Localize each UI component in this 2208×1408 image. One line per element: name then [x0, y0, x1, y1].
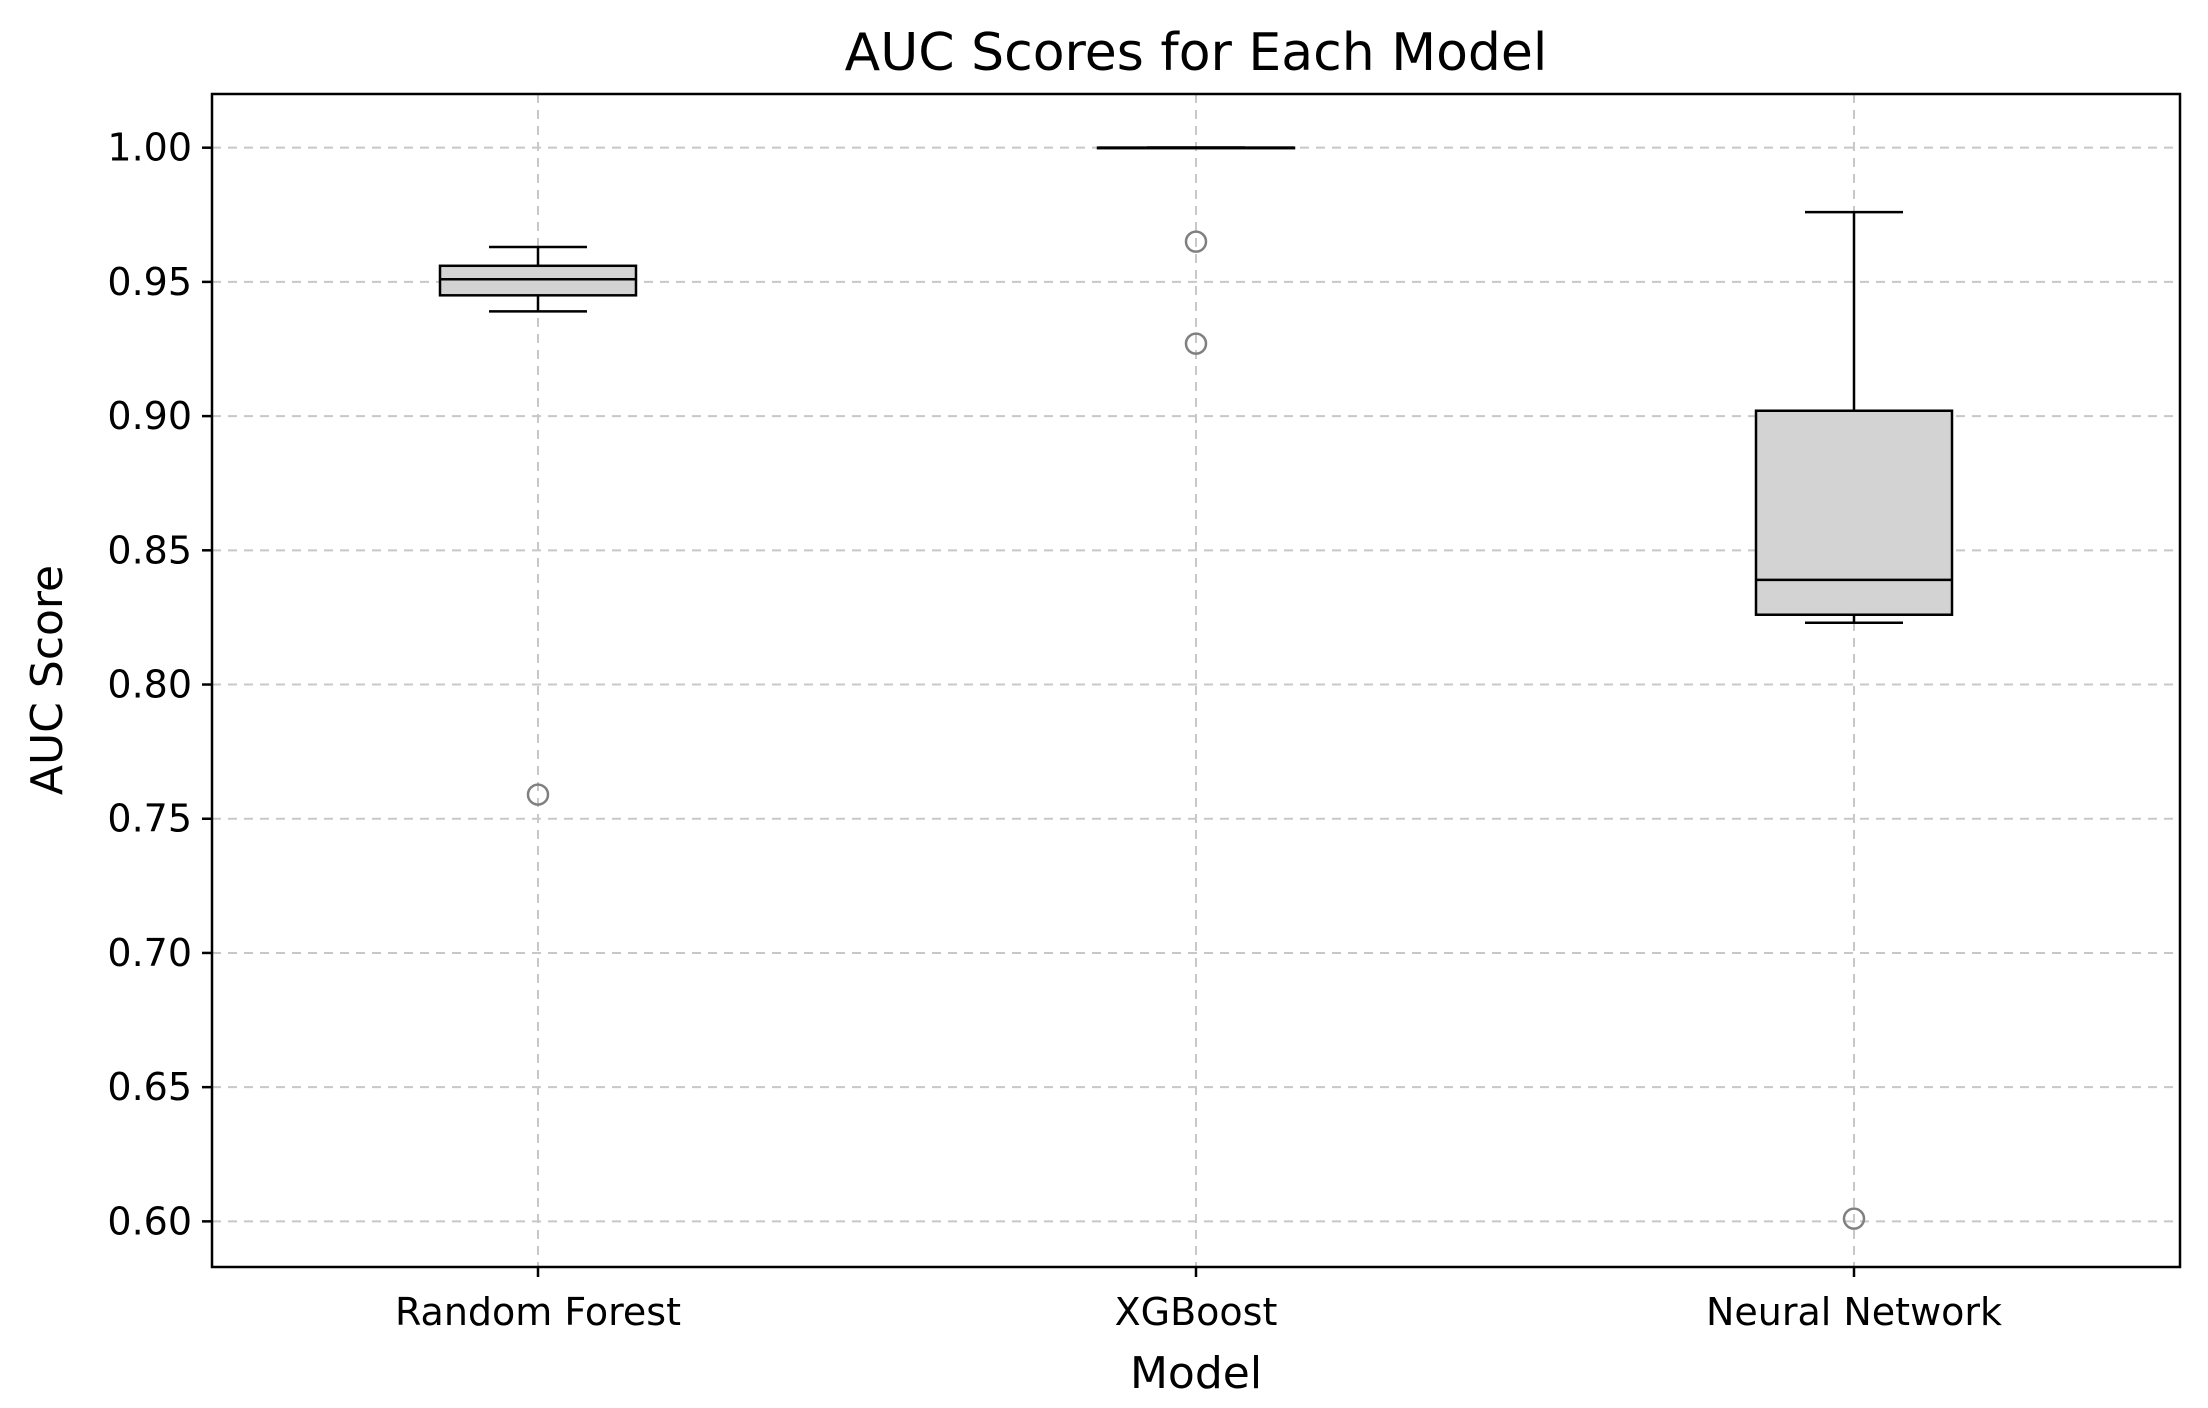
y-tick-label: 0.75	[107, 797, 192, 841]
x-tick-label: Random Forest	[395, 1290, 681, 1334]
x-tick-label: Neural Network	[1706, 1290, 2002, 1334]
outlier-point	[1842, 1207, 1866, 1230]
y-tick-label: 0.65	[107, 1065, 192, 1109]
y-tick-label: 0.85	[107, 528, 192, 572]
outlier-point	[526, 783, 550, 806]
y-tick-label: 0.80	[107, 663, 192, 707]
box-group	[1096, 146, 1296, 355]
box-group	[438, 245, 638, 806]
y-tick-label: 0.95	[107, 260, 192, 304]
outlier-point	[1184, 230, 1208, 253]
outlier-point	[1184, 332, 1208, 355]
y-axis-label: AUC Score	[22, 565, 73, 795]
y-tick-label: 0.60	[107, 1199, 192, 1243]
x-axis-label: Model	[1130, 1348, 1262, 1399]
y-tick-label: 0.90	[107, 394, 192, 438]
box-layer	[438, 146, 1954, 1230]
y-tick-label: 0.70	[107, 931, 192, 975]
chart-title: AUC Scores for Each Model	[845, 23, 1548, 83]
y-tick-label: 1.00	[107, 126, 192, 170]
box-iqr	[438, 264, 638, 297]
tick-layer: 0.60 0.65 0.70 0.75 0.80 0.85 0.90 0.95 1.00 Rand…	[107, 126, 2002, 1334]
x-tick-label: XGBoost	[1115, 1290, 1278, 1334]
box-iqr	[1754, 409, 1954, 616]
box-group	[1754, 210, 1954, 1230]
